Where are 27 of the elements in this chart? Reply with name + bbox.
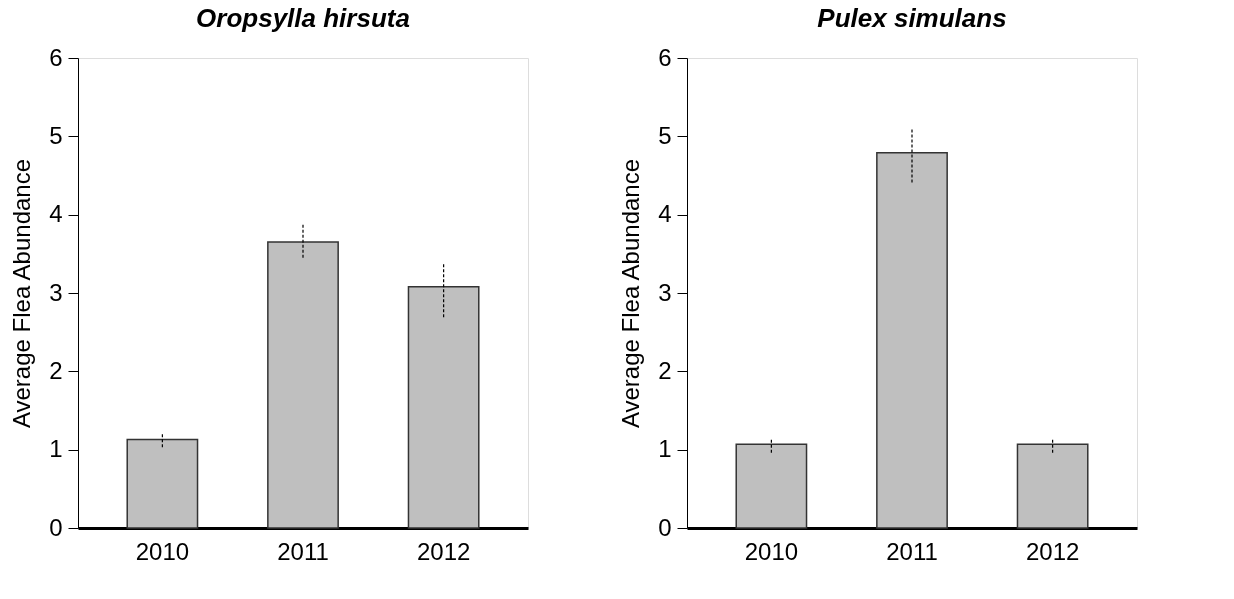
y-tick-label: 3 — [658, 278, 672, 306]
y-tick-label: 6 — [49, 43, 63, 71]
x-tick-label: 2011 — [277, 537, 329, 565]
y-tick-label: 3 — [49, 278, 63, 306]
y-tick-label: 6 — [658, 43, 672, 71]
chart-title: Pulex simulans — [817, 3, 1007, 33]
y-tick-label: 4 — [49, 200, 63, 228]
y-tick-label: 0 — [658, 513, 672, 541]
bar — [267, 241, 339, 529]
y-tick-label: 1 — [658, 435, 672, 463]
y-tick-label: 5 — [49, 121, 63, 149]
y-tick-label: 5 — [658, 121, 672, 149]
bar — [407, 285, 480, 529]
y-tick-label: 2 — [658, 356, 672, 384]
y-tick-label: 0 — [49, 513, 63, 541]
y-tick-label: 2 — [49, 356, 63, 384]
x-tick-label: 2012 — [1025, 537, 1080, 565]
y-tick-label: 1 — [49, 435, 63, 463]
y-axis-title: Average Flea Abundance — [617, 158, 645, 429]
x-tick-label: 2010 — [135, 537, 190, 565]
chart-title: Oropsylla hirsuta — [196, 3, 410, 33]
y-tick-label: 4 — [658, 200, 672, 228]
x-tick-label: 2012 — [416, 537, 471, 565]
x-tick-label: 2011 — [886, 537, 938, 565]
bar — [126, 438, 199, 529]
y-axis-title: Average Flea Abundance — [8, 158, 36, 429]
x-tick-label: 2010 — [744, 537, 799, 565]
